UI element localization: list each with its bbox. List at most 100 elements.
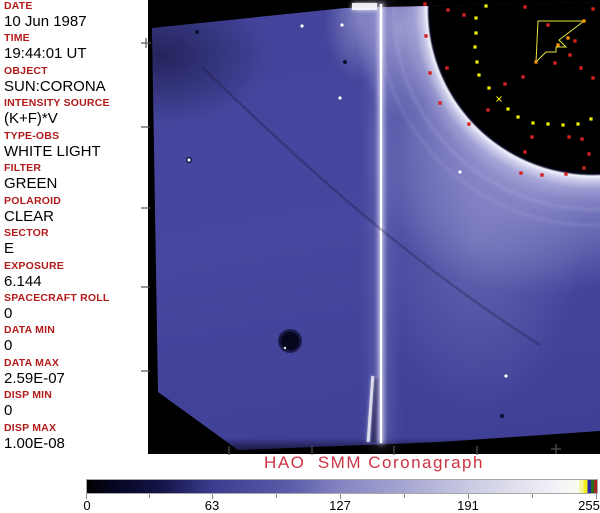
metadata-label: EXPOSURE	[4, 259, 64, 272]
dark-blob-artifact	[278, 329, 302, 353]
red-fiducial-dot	[503, 82, 507, 86]
pylon-cap-highlight	[352, 3, 377, 10]
metadata-value: GREEN	[4, 175, 58, 193]
yellow-fiducial-dot	[561, 123, 565, 127]
metadata-label: DATA MAX	[4, 356, 60, 369]
metadata-field: OBJECT SUN:CORONA	[0, 65, 148, 97]
yellow-fiducial-dot	[487, 86, 491, 90]
yellow-fiducial-dot	[477, 73, 481, 77]
bottom-axis-ticks	[228, 444, 561, 455]
metadata-label: DISP MIN	[4, 389, 53, 402]
orange-vertex-dot	[582, 19, 586, 23]
metadata-value: 0	[4, 402, 13, 420]
metadata-label: INTENSITY SOURCE	[4, 97, 110, 110]
white-speck	[300, 24, 304, 28]
white-speck	[187, 158, 191, 162]
red-fiducial-dot	[486, 108, 490, 112]
metadata-value: 0	[4, 304, 13, 322]
colorbar-tick-label: 127	[329, 498, 351, 513]
dark-speck	[343, 60, 347, 64]
red-fiducial-dot	[424, 34, 428, 38]
occulter-pylon	[378, 4, 383, 443]
red-dots-group	[423, 2, 595, 177]
metadata-value: 6.144	[4, 272, 42, 290]
white-specks-group	[187, 23, 508, 378]
yellow-fiducial-dot	[546, 122, 550, 126]
red-fiducial-dot	[591, 76, 595, 80]
red-fiducial-dot	[521, 75, 525, 79]
metadata-label: POLAROID	[4, 194, 62, 207]
red-fiducial-dot	[428, 71, 432, 75]
metadata-value: SUN:CORONA	[4, 77, 106, 95]
orange-dots-group	[534, 19, 586, 64]
metadata-field: POLAROID CLEAR	[0, 195, 148, 227]
colorbar	[86, 479, 598, 494]
red-fiducial-dot	[546, 23, 550, 27]
coronagraph-image	[141, 0, 600, 455]
metadata-field: FILTER GREEN	[0, 162, 148, 194]
metadata-label: DATA MIN	[4, 324, 55, 337]
red-fiducial-dot	[519, 171, 523, 175]
metadata-label: OBJECT	[4, 64, 48, 77]
metadata-field: DATE 10 Jun 1987	[0, 0, 148, 32]
red-fiducial-dot	[540, 173, 544, 177]
metadata-field: TYPE-OBS WHITE LIGHT	[0, 130, 148, 162]
metadata-value: 2.59E-07	[4, 369, 65, 387]
yellow-fiducial-dot	[484, 4, 488, 8]
yellow-fiducial-dot	[531, 121, 535, 125]
colorbar-tick	[86, 494, 87, 499]
red-fiducial-dot	[591, 7, 595, 11]
metadata-value: (K+F)*V	[4, 110, 58, 128]
metadata-field: EXPOSURE 6.144	[0, 260, 148, 292]
red-fiducial-dot	[445, 66, 449, 70]
colorbar-tick-label: 255	[578, 498, 600, 513]
metadata-value: 1.00E-08	[4, 434, 65, 452]
yellow-fiducial-dot	[474, 31, 478, 35]
red-fiducial-dot	[423, 2, 427, 6]
red-fiducial-dot	[438, 101, 442, 105]
white-speck	[340, 23, 344, 27]
image-overlay-svg	[141, 2, 595, 455]
yellow-fiducial-dot	[474, 16, 478, 20]
colorbar-minor-tick	[532, 494, 533, 498]
metadata-label: FILTER	[4, 162, 42, 175]
red-fiducial-dot	[568, 53, 572, 57]
metadata-value: 19:44:01 UT	[4, 45, 87, 63]
metadata-label: TIME	[4, 32, 30, 45]
red-fiducial-dot	[523, 150, 527, 154]
orange-vertex-dot	[566, 36, 570, 40]
yellow-fiducial-dot	[475, 60, 479, 64]
red-fiducial-dot	[553, 61, 557, 65]
metadata-value: 10 Jun 1987	[4, 13, 87, 30]
yellow-dots-group	[473, 4, 593, 127]
yellow-fiducial-dot	[506, 107, 510, 111]
metadata-panel: DATE 10 Jun 1987 TIME 19:44:01 UT OBJECT SUN:…	[0, 0, 148, 454]
red-fiducial-dot	[523, 5, 527, 9]
blob-bright-pixel	[283, 346, 287, 350]
metadata-label: SECTOR	[4, 227, 49, 240]
red-fiducial-dot	[446, 8, 450, 12]
metadata-label: DATE	[4, 0, 33, 12]
metadata-field: DISP MAX 1.00E-08	[0, 422, 148, 454]
metadata-field: DATA MIN 0	[0, 324, 148, 356]
dark-speck	[195, 30, 199, 34]
red-fiducial-dot	[462, 13, 466, 17]
orange-vertex-dot	[534, 60, 538, 64]
colorbar-tick-label: 63	[204, 498, 220, 513]
metadata-field: TIME 19:44:01 UT	[0, 32, 148, 64]
metadata-value: E	[4, 240, 15, 258]
yellow-fiducial-dot	[589, 117, 593, 121]
white-speck	[504, 374, 508, 378]
left-axis-ticks	[141, 38, 151, 372]
red-fiducial-dot	[579, 66, 583, 70]
colorbar-minor-tick	[149, 494, 150, 498]
metadata-value: WHITE LIGHT	[4, 142, 101, 160]
x-marker	[496, 96, 502, 102]
metadata-field: SPACECRAFT ROLL 0	[0, 292, 148, 324]
metadata-label: SPACECRAFT ROLL	[4, 291, 110, 304]
dark-streak	[202, 67, 541, 347]
colorbar-tick	[212, 494, 213, 499]
dark-speck	[500, 414, 504, 418]
red-fiducial-dot	[580, 137, 584, 141]
yellow-fiducial-dot	[473, 45, 477, 49]
